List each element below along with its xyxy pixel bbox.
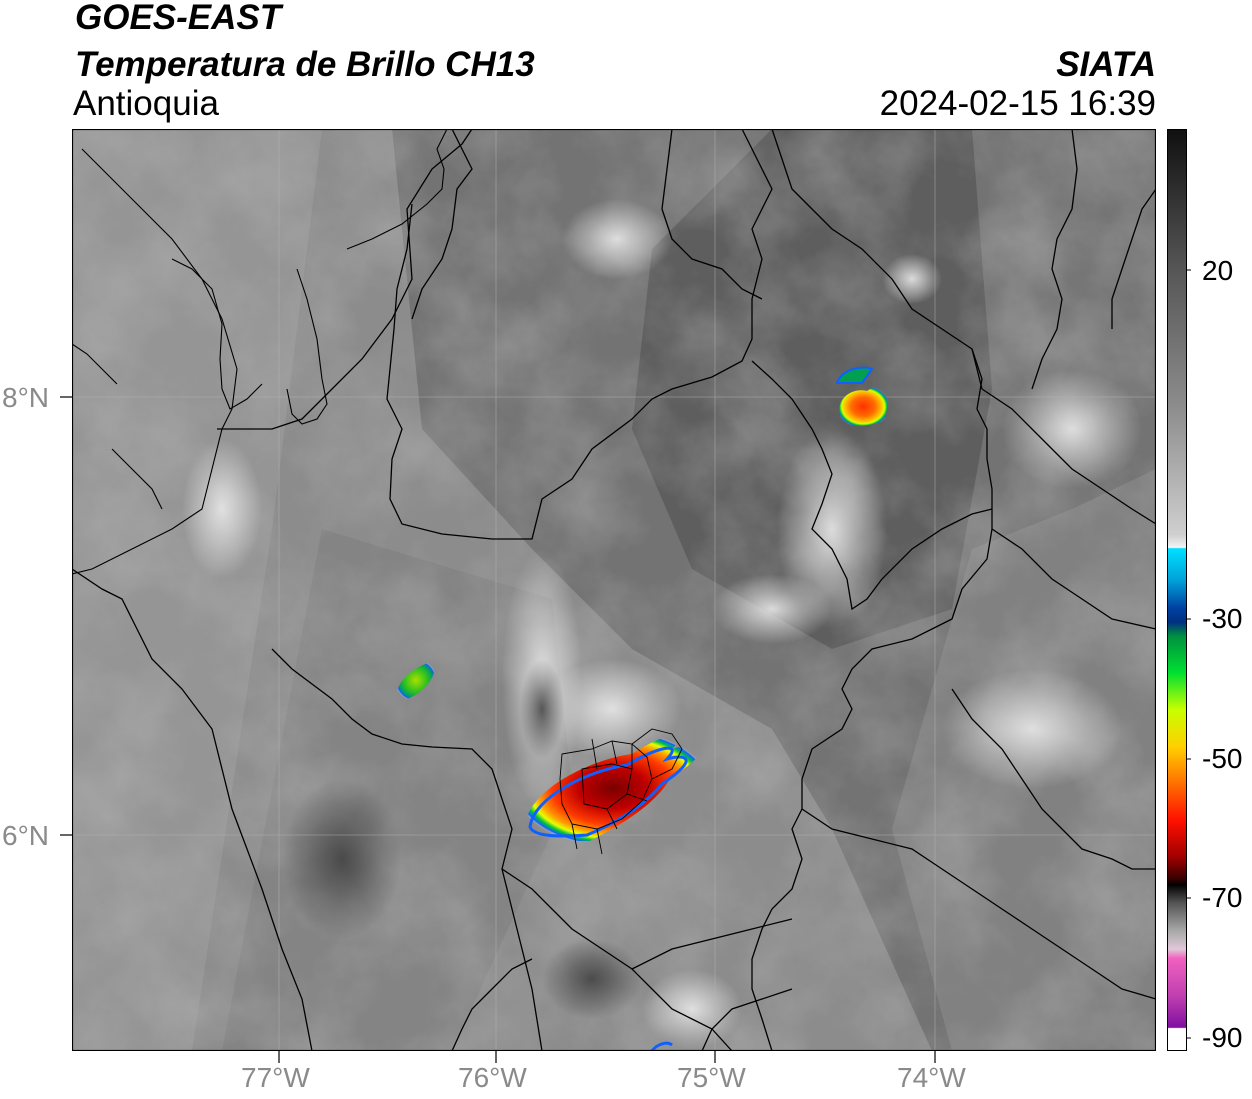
lon-tick-77w: 77°W [241,1062,310,1093]
lon-tick-76w: 76°W [458,1062,527,1093]
lat-tick-8n: 8°N [2,382,49,413]
map-frame [72,129,1156,1051]
graticule [72,129,1156,1051]
northeast-storm [839,387,888,426]
lat-tick-6n: 6°N [2,820,49,851]
agency-label: SIATA [1056,45,1156,84]
colorbar-tick-minus30: -30 [1202,603,1243,634]
storm-cells [396,366,888,1051]
colorbar-tick-20: 20 [1202,255,1234,286]
satellite-title: GOES-EAST [75,0,282,37]
cloud-texture [72,129,1156,1051]
western-storm [396,661,435,700]
lon-tick-75w: 75°W [677,1062,746,1093]
datetime-label: 2024-02-15 16:39 [879,84,1156,123]
colorbar-tick-minus90: -90 [1202,1022,1243,1053]
municipal-borders [559,728,683,855]
satellite-map [72,129,1156,1051]
colorbar [1167,129,1191,1051]
department-borders [72,129,1156,1051]
coastline [72,129,448,575]
colorbar-tick-minus50: -50 [1202,743,1243,774]
medellin-storm [524,735,703,841]
lon-tick-74w: 74°W [897,1062,966,1093]
product-title: Temperatura de Brillo CH13 [75,45,535,84]
colorbar-tick-minus70: -70 [1202,882,1243,913]
region-label: Antioquia [73,84,219,123]
